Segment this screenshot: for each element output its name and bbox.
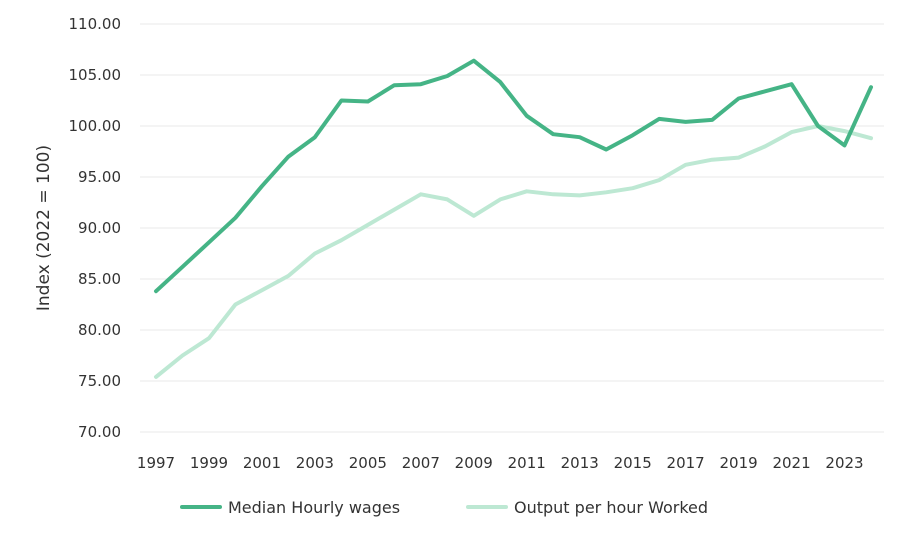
x-tick-label: 2005 xyxy=(349,454,387,472)
x-tick-label: 2017 xyxy=(667,454,705,472)
legend-label-median-hourly-wages: Median Hourly wages xyxy=(228,497,401,517)
legend-swatch-median-hourly-wages xyxy=(180,505,222,509)
legend-item-output-per-hour-worked: Output per hour Worked xyxy=(466,492,708,522)
y-tick-label: 100.00 xyxy=(69,117,122,135)
x-tick-label: 2013 xyxy=(561,454,599,472)
x-tick-label: 2019 xyxy=(719,454,757,472)
x-tick-label: 2021 xyxy=(772,454,810,472)
x-axis-tick-labels: 1997 1999 2001 2003 2005 2007 2009 2011 2013 2015… xyxy=(137,454,864,472)
x-tick-label: 2023 xyxy=(825,454,863,472)
y-tick-label: 80.00 xyxy=(78,321,121,339)
y-tick-label: 95.00 xyxy=(78,168,121,186)
x-tick-label: 1999 xyxy=(190,454,228,472)
x-tick-label: 2015 xyxy=(614,454,652,472)
gridlines xyxy=(140,23,884,433)
legend-swatch-output-per-hour-worked xyxy=(466,505,508,509)
y-tick-label: 70.00 xyxy=(78,423,121,441)
x-tick-label: 2011 xyxy=(508,454,546,472)
x-tick-label: 2003 xyxy=(296,454,334,472)
legend-item-median-hourly-wages: Median Hourly wages xyxy=(180,492,400,522)
series-line-median-hourly-wages xyxy=(154,58,873,294)
y-axis-tick-labels: 70.00 75.00 80.00 85.00 90.00 95.00 100.00 105.… xyxy=(69,15,122,441)
y-tick-label: 90.00 xyxy=(78,219,121,237)
legend-label-output-per-hour-worked: Output per hour Worked xyxy=(514,497,709,517)
x-tick-label: 2001 xyxy=(243,454,281,472)
y-axis-label: Index (2022 = 100) xyxy=(34,145,54,311)
series-lines xyxy=(154,58,873,379)
y-tick-label: 75.00 xyxy=(78,372,121,390)
line-chart: 70.00 75.00 80.00 85.00 90.00 95.00 100.00 105.… xyxy=(34,15,884,472)
y-tick-label: 110.00 xyxy=(69,15,122,33)
y-tick-label: 105.00 xyxy=(69,66,122,84)
series-line-output-per-hour-worked xyxy=(154,124,873,379)
x-tick-label: 2007 xyxy=(402,454,440,472)
y-tick-label: 85.00 xyxy=(78,270,121,288)
x-tick-label: 2009 xyxy=(455,454,493,472)
x-tick-label: 1997 xyxy=(137,454,175,472)
chart-legend: Median Hourly wages Output per hour Work… xyxy=(0,492,912,522)
